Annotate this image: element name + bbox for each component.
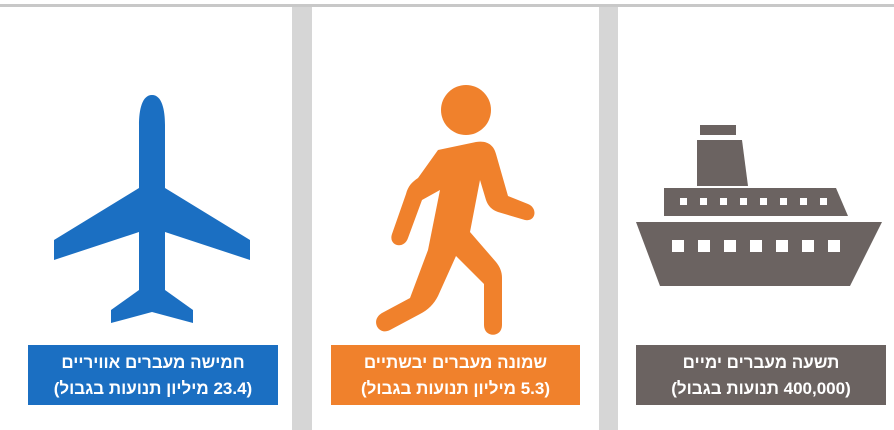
person-icon (376, 85, 535, 335)
separator (292, 7, 312, 430)
label-subtitle: (400,000 תנועות בגבול) (671, 379, 851, 398)
ship-icon (636, 125, 882, 286)
label-subtitle: (23.4 מיליון תנועות בגבול) (53, 379, 253, 398)
label-subtitle: (5.3 מיליון תנועות בגבול) (361, 379, 550, 398)
label-box: שמונה מעברים יבשתיים (5.3 מיליון תנועות … (331, 345, 580, 405)
top-border (0, 4, 894, 7)
airplane-icon (54, 95, 250, 323)
separator (599, 7, 618, 430)
label-title: שמונה מעברים יבשתיים (363, 353, 548, 372)
label-title: חמישה מעברים אוויריים (61, 353, 245, 372)
label-box: חמישה מעברים אוויריים (23.4 מיליון תנועו… (28, 345, 278, 405)
label-box: תשעה מעברים ימיים (400,000 תנועות בגבול) (636, 345, 886, 405)
label-title: תשעה מעברים ימיים (682, 353, 840, 372)
